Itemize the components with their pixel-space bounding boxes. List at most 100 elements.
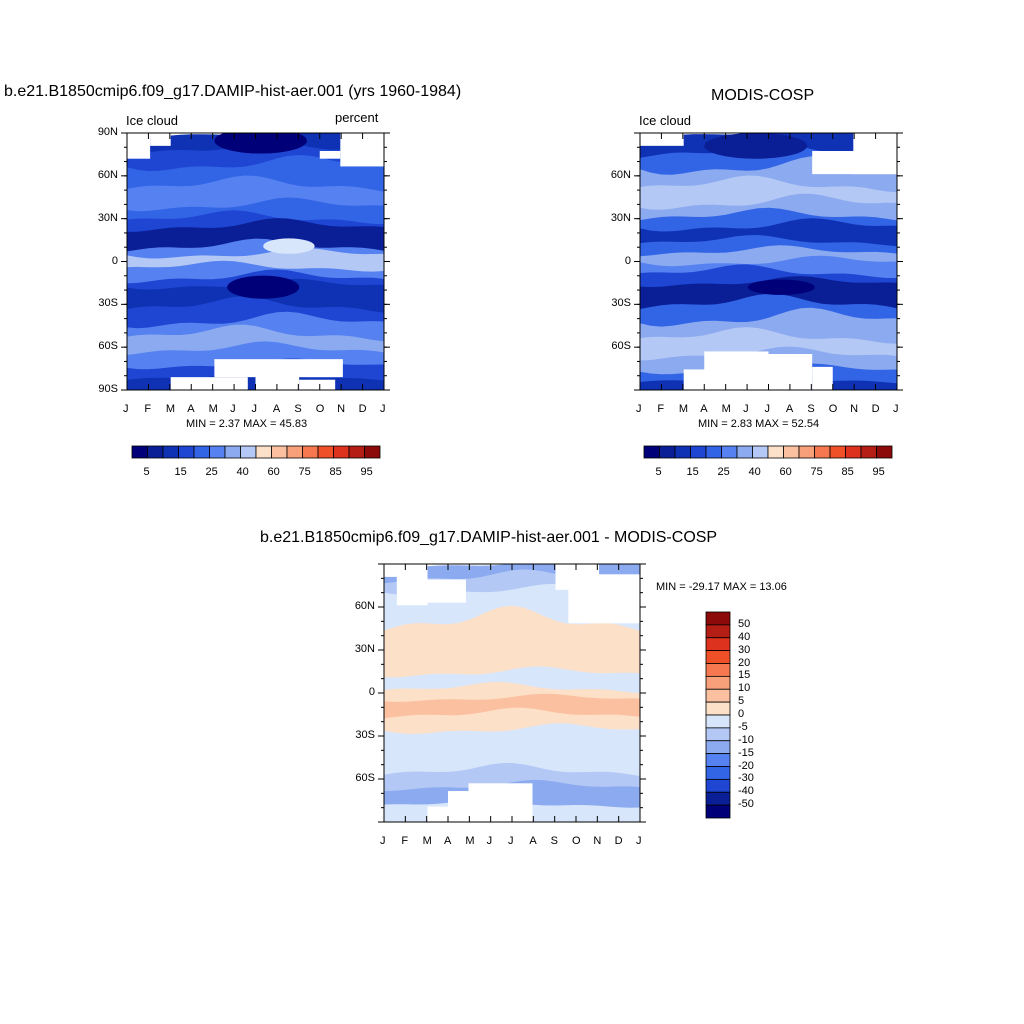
model-colorbar-swatch [147,445,164,459]
diff-colorbar-swatch [705,688,731,703]
model-colorbar-label: 40 [236,466,249,478]
diff-colorbar-swatch [705,740,731,755]
obs-colorbar-swatch [705,445,722,459]
model-extremum [227,275,300,299]
diff-colorbar-swatch [705,675,731,690]
stats-diff: MIN = -29.17 MAX = 13.06 [656,581,787,593]
model-x-tick-label: J [230,403,236,415]
diff-x-tick-label: O [572,835,581,847]
diff-x-tick-label: D [614,835,623,847]
obs-colorbar-swatch [876,445,893,459]
diff-field [384,564,640,822]
diff-colorbar-label: -40 [738,785,754,798]
obs-colorbar-swatch [829,445,846,459]
variable-label-obs: Ice cloud [639,113,692,128]
obs-x-tick-label: O [828,403,838,415]
obs-missing-data [853,133,897,175]
diff-x-tick-label: A [444,835,452,847]
model-colorbar-label: 5 [143,466,150,478]
obs-colorbar-swatch [783,445,800,459]
model-y-tick-label: 0 [111,254,118,267]
diff-missing-data [422,579,466,603]
diff-x-tick-label: J [508,835,514,847]
obs-x-tick-label: F [657,403,665,415]
model-colorbar-swatch [209,445,226,459]
model-colorbar-swatch [286,445,303,459]
stats-model: MIN = 2.37 MAX = 45.83 [186,418,308,430]
diff-x-tick-label: J [380,835,386,847]
obs-x-tick-label: S [807,403,815,415]
model-missing-data [170,377,248,390]
diff-missing-data [468,783,533,822]
model-x-tick-label: J [380,403,386,415]
obs-extremum [747,279,815,295]
diff-x-tick-label: S [550,835,558,847]
model-x-tick-label: A [187,403,195,415]
obs-colorbar-swatch [845,445,862,459]
model-extremum [263,238,315,254]
diff-colorbar-label: 15 [738,669,751,682]
model-missing-data [150,133,171,146]
obs-colorbar-swatch [690,445,707,459]
model-colorbar-swatch [271,445,288,459]
diff-x-tick-label: A [529,835,537,847]
diff-colorbar-swatch [705,753,731,767]
panel-title-model: b.e21.B1850cmip6.f09_g17.DAMIP-hist-aer.… [4,83,462,100]
obs-y-tick-label: 60N [610,168,631,181]
model-x-tick-label: N [337,403,346,415]
diff-colorbar-label: -50 [738,798,754,811]
model-colorbar-label: 15 [174,466,187,478]
obs-colorbar-swatch [798,445,815,459]
model-colorbar-swatch [193,445,210,459]
diff-colorbar-swatch [705,663,731,677]
model-colorbar-swatch [333,445,350,459]
model-extremum [214,133,307,154]
model-x-tick-label: M [208,403,218,415]
diff-colorbar-swatch [705,624,731,639]
diff-colorbar-swatch [705,804,731,819]
model-y-tick-label: 30S [98,297,118,310]
diff-colorbar-label: 30 [738,643,751,656]
model-field [127,133,384,390]
diff-x-tick-label: F [401,835,409,847]
model-colorbar-label: 85 [329,466,342,478]
obs-x-tick-label: A [785,403,794,415]
diff-y-tick-label: 60S [355,772,375,784]
obs-colorbar-label: 85 [841,466,854,478]
diff-colorbar-label: 40 [738,630,751,643]
model-colorbar-swatch [131,445,148,459]
diff-x-tick-label: M [422,835,432,847]
obs-extremum [704,133,808,159]
diff-colorbar-label: -5 [738,720,748,733]
model-colorbar-swatch [364,445,381,459]
diff-colorbar-swatch [705,727,731,742]
diff-colorbar-label: 50 [738,617,751,630]
model-x-tick-label: J [251,403,258,415]
model-y-tick-label: 60S [98,340,118,353]
diff-x-tick-label: N [593,835,602,847]
diff-y-tick-label: 30S [355,729,375,741]
model-missing-data [127,133,151,159]
diff-colorbar-label: 5 [738,695,745,708]
model-colorbar-swatch [302,445,319,459]
diff-colorbar-swatch [705,637,731,652]
diff-x-tick-label: M [465,835,475,847]
model-colorbar-label: 95 [360,466,373,478]
panel-title-obs: MODIS-COSP [711,87,815,104]
diff-colorbar-label: -15 [738,746,754,759]
diff-colorbar-label: -30 [738,772,754,785]
diff-y-tick-label: 0 [368,686,375,698]
obs-colorbar-label: 25 [717,466,730,478]
model-colorbar-label: 75 [298,466,311,478]
obs-colorbar-swatch [721,445,738,459]
units-label-model: percent [335,110,379,125]
model-colorbar-swatch [317,445,334,459]
model-missing-data [214,359,343,378]
model-colorbar-swatch [348,445,365,459]
diff-colorbar-label: 20 [738,656,751,669]
obs-colorbar-label: 15 [686,466,699,478]
model-colorbar-swatch [240,445,257,459]
diff-colorbar-label: -20 [738,759,754,772]
model-x-tick-label: F [144,403,152,415]
model-missing-data [255,369,300,390]
